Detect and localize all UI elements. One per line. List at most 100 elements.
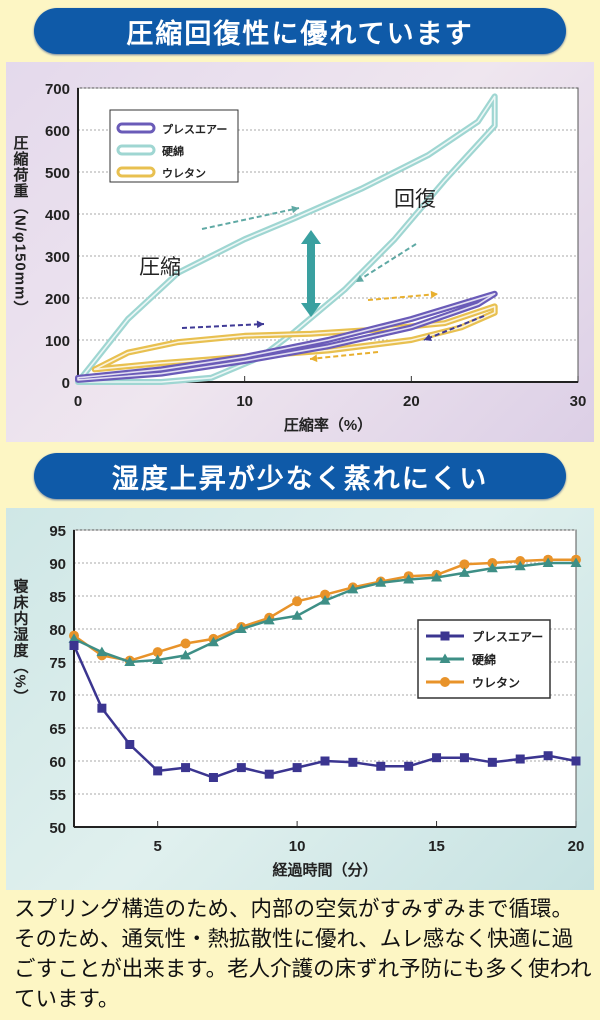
data-point [152,654,164,665]
recover-arrow-head [356,275,364,282]
data-point [375,577,387,587]
data-point [542,557,554,567]
legend-label: プレスエアー [162,122,227,136]
data-point [208,773,218,782]
data-point [264,769,274,779]
difference-arrow-up [301,230,321,244]
compress-arrow-head [291,205,299,214]
data-point [459,559,470,570]
data-point [153,766,163,776]
legend-swatch [116,144,156,156]
y-tick-label: 100 [45,333,70,350]
legend-swatch [116,166,156,178]
y-tick-label: 65 [49,721,66,738]
series-highlight-0 [77,293,496,381]
legend-label: プレスエアー [472,629,543,644]
urethane-forward-arrow [367,293,439,301]
data-point [376,761,386,771]
urethane-forward-arrow-head [430,290,438,299]
data-point [543,751,553,761]
legend-marker [439,653,451,663]
data-point [235,623,247,633]
data-point [292,596,303,607]
y-tick-label: 400 [45,207,70,224]
legend-marker [440,677,450,687]
x-tick-label: 5 [153,838,161,855]
y-tick-label: 90 [49,556,66,573]
compression-chart-panel: 0 100 200 300 400 500 600 700 0 10 20 30 圧縮率（%） 圧縮荷重（… [6,62,594,442]
y-tick-label: 85 [49,589,66,606]
y-tick-label: 600 [45,123,70,140]
legend-label: ウレタン [162,167,206,180]
press-air-return-arrow [423,315,485,341]
difference-arrow-down [301,303,321,317]
recover-arrow [355,243,417,283]
description-text: スプリング構造のため、内部の空気がすみずみまで循環。そのため、通気性・熱拡散性に… [14,897,592,1012]
legend-swatch [116,122,156,134]
data-point [207,636,219,647]
data-point [404,761,414,771]
data-point [97,703,107,713]
y-tick-label: 200 [45,291,70,308]
y-tick-label: 80 [49,622,66,639]
x-tick-label: 20 [403,393,420,410]
data-point [236,763,246,773]
data-point [96,646,108,657]
data-point [124,656,136,666]
data-point [263,614,275,625]
banner-humidity: 湿度上昇が少なく蒸れにくい [34,453,566,499]
data-point [432,753,442,763]
data-point [291,610,303,620]
compress-arrow [201,207,300,230]
data-point [459,753,469,763]
data-point [571,756,581,766]
y-tick-label: 60 [49,754,66,771]
data-point [68,633,80,643]
compression-chart: 0 100 200 300 400 500 600 700 0 10 20 30 圧縮率（%） 圧縮荷重（… [12,81,587,434]
legend-label: 硬綿 [472,652,496,667]
data-point [431,572,443,582]
data-point [348,757,358,767]
data-point [320,756,330,766]
annotation-compress: 圧縮 [139,256,181,279]
humidity-chart-panel: 50 55 60 65 70 75 80 85 90 95 5 10 15 20 経過時間（分） 寝床内湿度（… [6,508,594,890]
y-tick-label: 70 [49,688,66,705]
x-tick-label: 10 [236,393,253,410]
data-point [514,560,526,571]
data-point [515,754,525,764]
press-air-forward-arrow-head [256,320,264,329]
data-point [152,647,163,658]
y-tick-label: 95 [49,523,66,540]
y-axis-label: 圧縮荷重（N/φ150mm） [12,135,30,316]
data-point [487,757,497,767]
data-point [319,595,331,605]
humidity-chart: 50 55 60 65 70 75 80 85 90 95 5 10 15 20 経過時間（分） 寝床内湿度（… [12,523,585,879]
legend-marker [440,631,450,641]
y-tick-label: 75 [49,655,66,672]
press-air-forward-arrow [181,323,265,329]
banner-compression-recovery: 圧縮回復性に優れています [34,8,566,54]
data-point [458,567,470,577]
press-air-return-arrow-head [424,333,432,341]
legend-label: ウレタン [472,676,520,690]
legend-label: 硬綿 [162,144,184,158]
x-tick-label: 15 [428,838,445,855]
y-tick-label: 0 [62,375,70,392]
annotation-recover: 回復 [394,188,436,211]
urethane-return-arrow-head [310,354,318,363]
data-point [403,574,415,584]
urethane-return-arrow [309,351,379,360]
x-axis-label: 経過時間（分） [272,861,377,879]
data-point [570,557,582,567]
x-axis-label: 圧縮率（%） [284,416,372,434]
data-point [180,649,192,660]
y-tick-label: 50 [49,820,66,837]
y-tick-label: 700 [45,81,70,98]
x-tick-label: 20 [568,838,585,855]
y-tick-label: 500 [45,165,70,182]
data-point [180,638,191,649]
x-tick-label: 30 [570,393,587,410]
y-axis-label: 寝床内湿度（%） [12,578,30,705]
x-tick-label: 0 [74,393,82,410]
data-point [125,740,135,749]
